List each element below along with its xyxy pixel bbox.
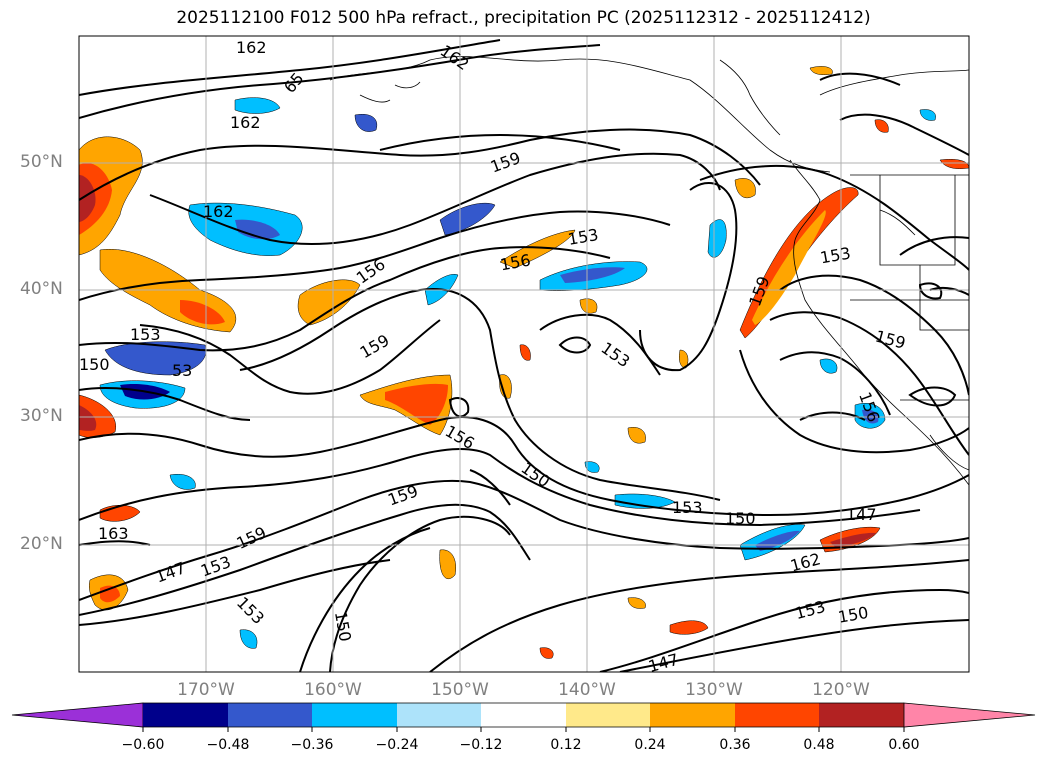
colorbar-bin — [143, 703, 228, 727]
colorbar-bin — [397, 703, 481, 727]
lon-label-120w: 120°W — [812, 680, 870, 700]
contour-label: 153 — [130, 325, 161, 344]
colorbar-bin — [819, 703, 904, 727]
lon-label-150w: 150°W — [431, 680, 489, 700]
refractivity-contours — [79, 39, 969, 672]
colorbar-bin — [566, 703, 650, 727]
contour-label: 150 — [725, 509, 756, 528]
lat-label-20n: 20°N — [20, 534, 63, 554]
colorbar-tick-label: −0.48 — [206, 737, 250, 753]
lat-label-30n: 30°N — [20, 406, 63, 426]
lat-label-50n: 50°N — [20, 152, 63, 172]
contour-label: 147 — [646, 650, 680, 676]
graticule — [79, 36, 969, 672]
page-title: 2025112100 F012 500 hPa refract., precip… — [176, 8, 871, 28]
colorbar-extend-right — [903, 702, 1036, 728]
colorbar-tick-label: −0.36 — [290, 737, 334, 753]
contour-label: 153 — [672, 498, 703, 517]
contour-label: 162 — [236, 38, 267, 57]
lon-label-140w: 140°W — [558, 680, 616, 700]
colorbar-tick-label: −0.24 — [375, 737, 419, 753]
colorbar-bin — [650, 703, 735, 727]
colorbar-tick-label: −0.60 — [121, 737, 165, 753]
lat-label-40n: 40°N — [20, 279, 63, 299]
colorbar-tick-label: 0.12 — [550, 737, 582, 753]
colorbar-tick-label: 0.36 — [719, 737, 751, 753]
contour-label: 162 — [203, 202, 234, 221]
colorbar-tick-label: −0.12 — [459, 737, 503, 753]
contour-label: 147 — [846, 505, 877, 524]
lon-label-130w: 130°W — [685, 680, 743, 700]
precip-positive-areas — [79, 66, 969, 659]
colorbar-tick-label: 0.24 — [634, 737, 666, 753]
lon-label-160w: 160°W — [304, 680, 362, 700]
colorbar-tick-label: 0.60 — [888, 737, 920, 753]
colorbar — [11, 702, 1036, 732]
contour-label: 150 — [79, 355, 110, 374]
colorbar-bin — [481, 703, 566, 727]
lon-label-170w: 170°W — [177, 680, 235, 700]
colorbar-bin — [735, 703, 819, 727]
contour-label: 163 — [98, 524, 129, 543]
colorbar-extend-left — [11, 702, 144, 728]
contour-label: 162 — [230, 113, 261, 132]
colorbar-bin — [228, 703, 312, 727]
map-frame — [78, 35, 970, 673]
colorbar-bin — [312, 703, 397, 727]
colorbar-tick-label: 0.48 — [803, 737, 835, 753]
contour-label: 53 — [172, 361, 192, 380]
coastlines — [329, 56, 969, 486]
